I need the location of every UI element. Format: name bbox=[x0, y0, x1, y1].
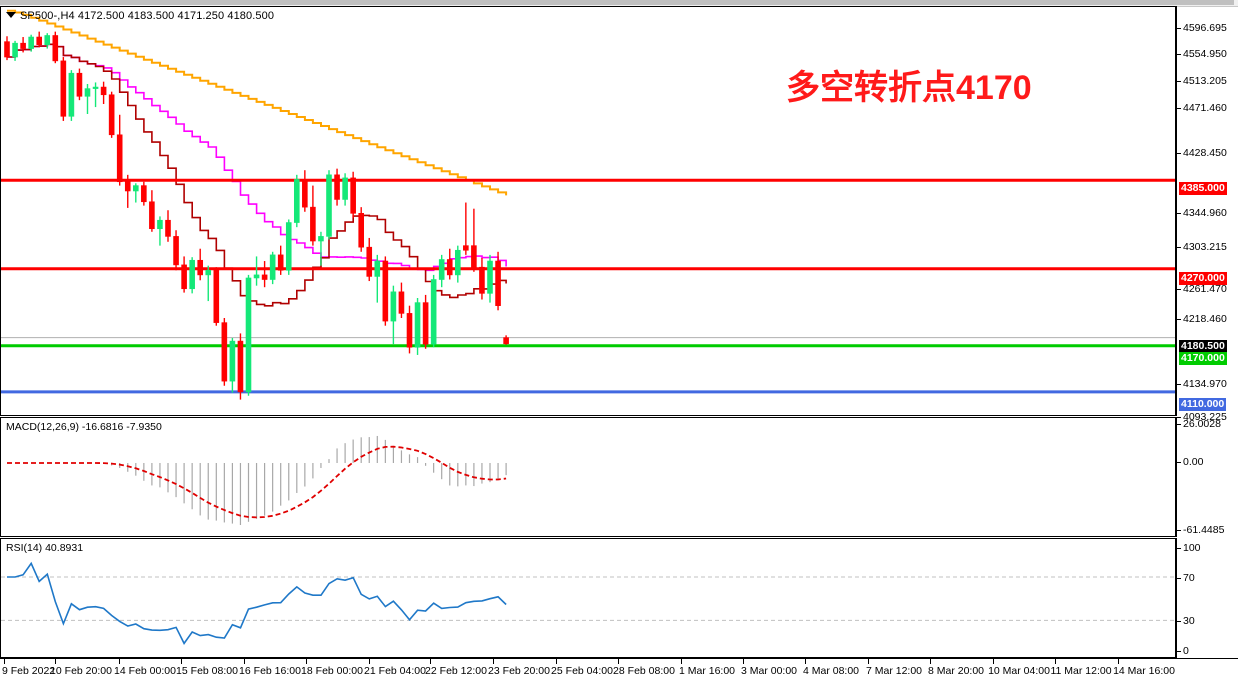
price-tag-resistance-4385[interactable]: 4385.000 bbox=[1179, 182, 1227, 195]
time-tick bbox=[868, 659, 869, 664]
time-axis-label: 21 Feb 04:00 bbox=[364, 665, 426, 677]
time-axis-label: 23 Feb 20:00 bbox=[488, 665, 550, 677]
time-axis-label: 14 Feb 00:00 bbox=[114, 665, 176, 677]
time-tick bbox=[306, 659, 307, 664]
time-axis-label: 10 Feb 20:00 bbox=[50, 665, 112, 677]
macd-label: MACD(12,26,9) -16.6816 -7.9350 bbox=[6, 421, 162, 433]
time-axis-label: 9 Feb 2022 bbox=[2, 665, 56, 677]
price-plot bbox=[1, 9, 1175, 400]
macd-panel[interactable]: MACD(12,26,9) -16.6816 -7.9350 bbox=[0, 417, 1176, 537]
time-axis-label: 15 Feb 08:00 bbox=[176, 665, 238, 677]
time-axis-label: 8 Mar 20:00 bbox=[927, 665, 985, 677]
time-tick bbox=[930, 659, 931, 664]
price-axis[interactable]: 4596.695 4554.950 4513.205 4471.460 4428.450… bbox=[1176, 6, 1238, 423]
time-axis-label: 4 Mar 08:00 bbox=[802, 665, 860, 677]
time-tick bbox=[681, 659, 682, 664]
price-tag-resistance-4270[interactable]: 4270.000 bbox=[1179, 272, 1227, 285]
time-axis-label: 1 Mar 16:00 bbox=[678, 665, 736, 677]
time-tick bbox=[1118, 659, 1119, 664]
time-tick bbox=[430, 659, 431, 664]
time-tick bbox=[244, 659, 245, 664]
time-tick bbox=[4, 659, 5, 664]
time-axis-label: 22 Feb 12:00 bbox=[425, 665, 487, 677]
time-tick bbox=[369, 659, 370, 664]
time-axis-label: 28 Feb 08:00 bbox=[613, 665, 675, 677]
time-tick bbox=[55, 659, 56, 664]
rsi-panel[interactable]: RSI(14) 40.8931 bbox=[0, 538, 1176, 658]
time-axis-label: 16 Feb 16:00 bbox=[239, 665, 301, 677]
time-tick bbox=[556, 659, 557, 664]
macd-plot bbox=[7, 435, 507, 525]
price-tag-support-4170[interactable]: 4170.000 bbox=[1179, 352, 1227, 365]
time-tick bbox=[743, 659, 744, 664]
time-axis[interactable]: 9 Feb 2022 10 Feb 20:00 14 Feb 00:00 15 Feb… bbox=[0, 658, 1238, 690]
chart-symbol-header: SP500-,H4 4172.500 4183.500 4171.250 418… bbox=[6, 10, 274, 22]
price-tag-support-4110[interactable]: 4110.000 bbox=[1179, 398, 1227, 411]
price-tag-last-4180[interactable]: 4180.500 bbox=[1179, 340, 1227, 353]
time-axis-label: 18 Feb 00:00 bbox=[301, 665, 363, 677]
time-tick bbox=[618, 659, 619, 664]
price-chart-panel[interactable]: SP500-,H4 4172.500 4183.500 4171.250 418… bbox=[0, 6, 1176, 416]
time-axis-label: 25 Feb 04:00 bbox=[551, 665, 613, 677]
rsi-label: RSI(14) 40.8931 bbox=[6, 542, 84, 554]
time-tick bbox=[805, 659, 806, 664]
time-tick bbox=[993, 659, 994, 664]
time-axis-label: 7 Mar 12:00 bbox=[865, 665, 923, 677]
time-tick bbox=[493, 659, 494, 664]
rsi-plot bbox=[1, 561, 1175, 645]
triangle-down-icon[interactable] bbox=[6, 12, 16, 19]
chart-annotation-text: 多空转折点4170 bbox=[786, 69, 1032, 107]
time-axis-label: 10 Mar 04:00 bbox=[988, 665, 1050, 677]
time-axis-label: 14 Mar 16:00 bbox=[1113, 665, 1175, 677]
time-tick bbox=[181, 659, 182, 664]
time-tick bbox=[119, 659, 120, 664]
time-axis-label: 3 Mar 00:00 bbox=[740, 665, 798, 677]
scrollbar-thumb[interactable] bbox=[0, 0, 1234, 5]
time-axis-label: 11 Mar 12:00 bbox=[1050, 665, 1112, 677]
time-tick bbox=[1055, 659, 1056, 664]
chart-symbol-label: SP500-,H4 4172.500 4183.500 4171.250 418… bbox=[20, 10, 275, 22]
rsi-axis[interactable]: 100 70 30 0 bbox=[1176, 538, 1238, 658]
macd-axis[interactable]: 26.0028 0.00 -61.4485 bbox=[1176, 417, 1238, 537]
